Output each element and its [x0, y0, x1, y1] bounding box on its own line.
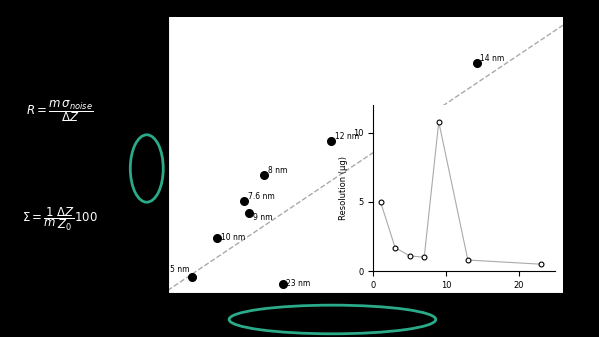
Text: 5 nm: 5 nm — [171, 265, 190, 274]
X-axis label: Initial magnetic susceptibility χ: Initial magnetic susceptibility χ — [284, 318, 447, 329]
Text: 23 nm: 23 nm — [286, 279, 310, 288]
Text: 12 nm: 12 nm — [334, 132, 359, 141]
Text: 8 nm: 8 nm — [268, 166, 287, 175]
Text: $R = \dfrac{m\,\sigma_{noise}}{\Delta Z}$: $R = \dfrac{m\,\sigma_{noise}}{\Delta Z}… — [26, 98, 93, 124]
Text: 14 nm: 14 nm — [480, 54, 504, 63]
Text: $\Sigma = \dfrac{1}{m}\dfrac{\Delta Z}{Z_0}100$: $\Sigma = \dfrac{1}{m}\dfrac{\Delta Z}{Z… — [22, 205, 98, 233]
Text: 7.6 nm: 7.6 nm — [248, 192, 275, 201]
Text: 10 nm: 10 nm — [221, 234, 245, 242]
Text: 9 nm: 9 nm — [253, 213, 273, 222]
Y-axis label: Sensitivity, Σ(% per μg): Sensitivity, Σ(% per μg) — [127, 94, 137, 216]
